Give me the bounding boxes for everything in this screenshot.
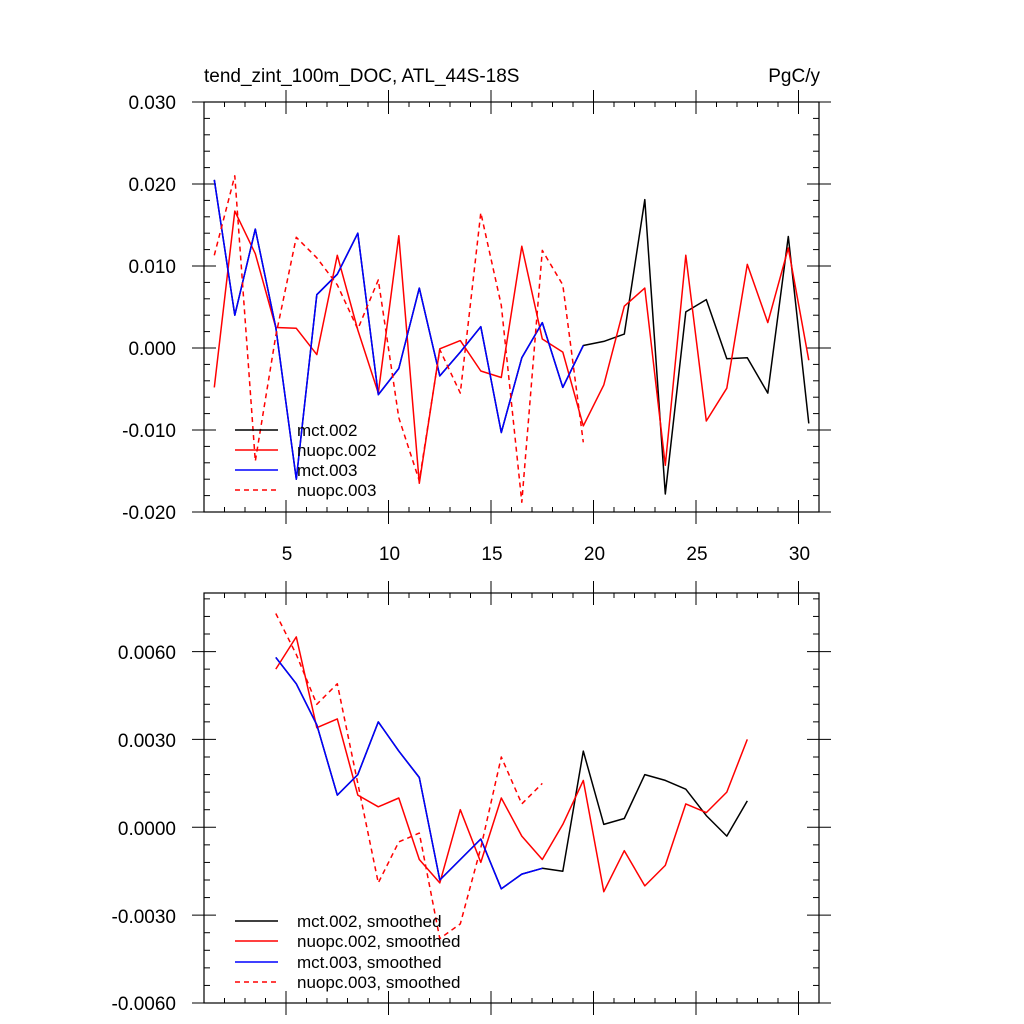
- x-tick-label: 15: [481, 544, 502, 565]
- top-series-lines: [213, 175, 810, 503]
- y-tick-label: 0.0030: [118, 731, 176, 752]
- y-tick-label: 0.010: [128, 257, 176, 278]
- series-line-nuopc-002: [213, 210, 810, 485]
- x-tick-label: 5: [282, 544, 293, 565]
- x-tick-label: 25: [686, 544, 707, 565]
- x-tick-label: 10: [379, 544, 400, 565]
- series-line-nuopc-003-smoothed: [275, 613, 543, 940]
- series-line-nuopc-002-smoothed: [275, 636, 748, 893]
- y-tick-label: 0.0000: [118, 819, 176, 840]
- x-tick-label: 20: [584, 544, 605, 565]
- series-line-mct-003-smoothed: [275, 656, 543, 890]
- bottom-legend: mct.002, smoothed nuopc.002, smoothed mc…: [235, 912, 461, 992]
- units-label: PgC/y: [768, 66, 820, 87]
- top-legend: mct.002 nuopc.002 mct.003 nuopc.003: [235, 421, 376, 500]
- legend-label-mct-002-smoothed: mct.002, smoothed: [297, 912, 442, 931]
- bottom-y-tick-labels: 0.0060 0.0030 0.0000 -0.0030 -0.0060: [112, 643, 176, 1015]
- legend-label-mct-002: mct.002: [297, 421, 357, 440]
- legend-label-mct-003-smoothed: mct.003, smoothed: [297, 953, 442, 972]
- bottom-axis-ticks: [192, 581, 831, 1015]
- legend-label-mct-003: mct.003: [297, 461, 357, 480]
- legend-label-nuopc-003: nuopc.003: [297, 481, 376, 500]
- bottom-series-lines: [275, 613, 748, 940]
- y-tick-label: 0.000: [128, 339, 176, 360]
- y-tick-label: 0.020: [128, 175, 176, 196]
- y-tick-label: -0.020: [122, 503, 176, 524]
- y-tick-label: -0.0030: [112, 907, 176, 928]
- legend-label-nuopc-003-smoothed: nuopc.003, smoothed: [297, 973, 461, 992]
- legend-label-nuopc-002-smoothed: nuopc.002, smoothed: [297, 932, 461, 951]
- y-tick-label: 0.0060: [118, 643, 176, 664]
- chart-title: tend_zint_100m_DOC, ATL_44S-18S: [204, 66, 519, 87]
- top-axis-ticks: [192, 90, 831, 524]
- top-y-tick-labels: 0.030 0.020 0.010 0.000 -0.010 -0.020: [122, 93, 176, 524]
- y-tick-label: -0.0060: [112, 994, 176, 1015]
- series-line-mct-003: [213, 179, 584, 480]
- y-tick-label: 0.030: [128, 93, 176, 114]
- top-x-tick-labels: 5 10 15 20 25 30: [282, 544, 810, 565]
- y-tick-label: -0.010: [122, 421, 176, 442]
- x-tick-label: 30: [789, 544, 810, 565]
- legend-label-nuopc-002: nuopc.002: [297, 441, 376, 460]
- series-line-nuopc-003: [213, 175, 585, 503]
